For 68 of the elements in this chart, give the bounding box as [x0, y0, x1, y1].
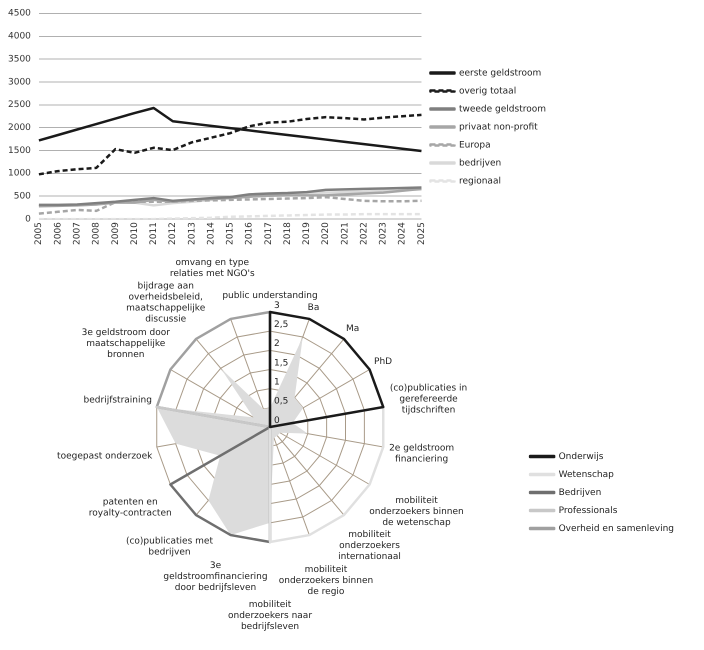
spoke-label: bedrijfstraining	[84, 395, 152, 406]
y-tick-label: 2,5	[274, 320, 288, 330]
legend-label: regionaal	[458, 176, 501, 186]
spoke-label: mobiliteit onderzoekers internationaal	[338, 530, 401, 562]
x-tick-label: 2022	[359, 222, 370, 245]
y-tick-label: 1	[274, 378, 280, 388]
y-tick-label: 4000	[8, 32, 32, 42]
x-tick-label: 2007	[72, 222, 83, 245]
x-tick-label: 2023	[378, 222, 389, 245]
x-tick-label: 2018	[282, 222, 293, 245]
spoke-label: 3e geldstroom door maatschappelijke bronnen	[82, 328, 170, 360]
spoke-label: 3e geldstroomfinanciering door bedrijfsleven	[163, 561, 268, 594]
legend-label: Overheid en samenleving	[558, 524, 674, 534]
x-tick-label: 2013	[187, 222, 198, 245]
spoke-label: Ba	[308, 302, 320, 313]
y-tick-label: 0	[274, 416, 280, 426]
legend-label: tweede geldstroom	[458, 104, 546, 114]
x-tick-label: 2012	[168, 222, 178, 245]
spoke-label: bijdrage aan overheidsbeleid, maatschappelijke discussie	[126, 282, 206, 325]
legend-label: privaat non-profit	[458, 122, 538, 132]
legend-label: Bedrijven	[558, 488, 602, 498]
y-tick-label: 1500	[8, 146, 32, 156]
x-tick-label: 2016	[244, 222, 255, 245]
x-tick-label: 2021	[340, 222, 350, 245]
y-tick-label: 500	[14, 192, 32, 202]
x-tick-label: 2017	[264, 222, 274, 245]
x-tick-label: 2024	[398, 222, 408, 245]
y-tick-label: 4500	[8, 8, 32, 19]
spoke-label: public understanding	[222, 290, 318, 301]
legend-label: Europa	[458, 140, 491, 150]
spoke-label: (co)publicaties in gerefereerde tijdschriften	[390, 383, 468, 416]
spoke-label: Ma	[346, 324, 360, 334]
spoke-label: mobiliteit onderzoekers binnen de wetenschap	[369, 496, 464, 528]
y-tick-label: 3	[274, 300, 280, 311]
y-tick-label: 0,5	[274, 396, 288, 407]
legend-label: Onderwijs	[558, 452, 604, 462]
x-tick-label: 2014	[206, 222, 216, 245]
legend-label: Professionals	[558, 506, 618, 516]
x-tick-label: 2009	[110, 222, 121, 245]
legend-label: bedrijven	[458, 158, 502, 168]
spoke-label: toegepast onderzoek	[57, 451, 154, 462]
x-tick-label: 2006	[53, 222, 64, 245]
y-tick-label: 2000	[8, 123, 32, 134]
y-tick-label: 2500	[8, 100, 32, 110]
x-tick-label: 2019	[302, 222, 312, 245]
spoke-label: mobiliteit onderzoekers binnen de regio	[278, 565, 374, 598]
x-tick-label: 2025	[416, 222, 427, 245]
legend-label: overig totaal	[458, 86, 516, 96]
spoke-label: (co)publicaties met bedrijven	[126, 536, 214, 558]
y-tick-label: 0	[25, 214, 32, 224]
x-tick-label: 2010	[130, 222, 140, 245]
x-tick-label: 2011	[149, 222, 160, 245]
x-tick-label: 2008	[92, 222, 102, 245]
y-tick-label: 2	[274, 339, 280, 350]
spoke-label: 2e geldstroom financiering	[389, 444, 454, 465]
legend-label: Wetenschap	[558, 470, 614, 480]
x-tick-label: 2005	[34, 222, 44, 245]
legend-label: eerste geldstroom	[458, 68, 542, 78]
y-tick-label: 3000	[8, 77, 32, 88]
x-tick-label: 2020	[321, 222, 332, 245]
spoke-label: PhD	[374, 357, 392, 368]
y-tick-label: 1,5	[274, 358, 288, 368]
y-tick-label: 3500	[8, 54, 32, 64]
spoke-label: omvang en type relaties met NGO's	[170, 258, 255, 280]
spoke-label: mobiliteit onderzoekers naar bedrijfsleven	[228, 600, 312, 632]
y-tick-label: 1000	[8, 168, 32, 179]
x-tick-label: 2015	[226, 222, 236, 245]
spoke-label: patenten en royalty-contracten	[88, 498, 172, 519]
